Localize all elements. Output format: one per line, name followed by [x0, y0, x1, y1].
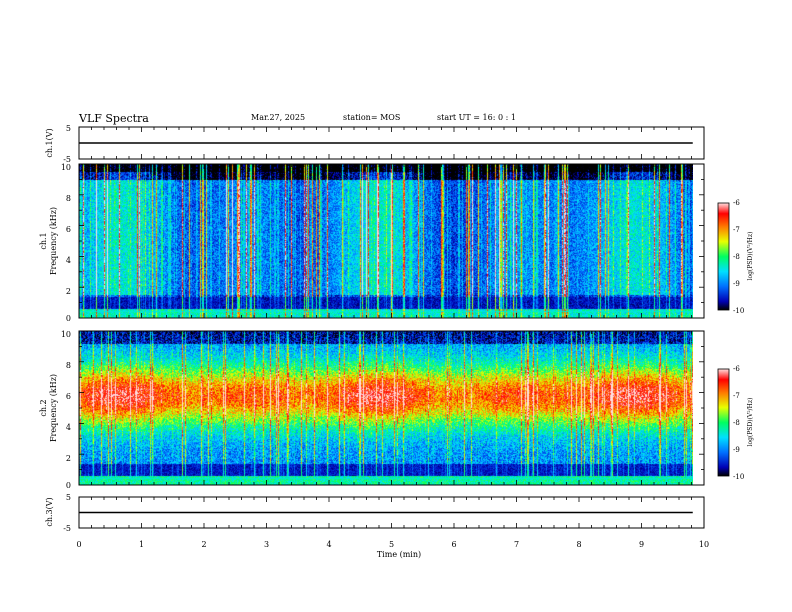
y-tick-label: 8 [66, 194, 71, 203]
x-tick-label: 4 [326, 540, 331, 549]
frequency-axis-label: Frequency (kHz) [49, 374, 58, 442]
x-tick-label: 1 [139, 540, 144, 549]
x-tick-label: 8 [576, 540, 581, 549]
x-tick-label: 3 [264, 540, 269, 549]
x-tick-labels: 0 1 2 3 4 5 6 7 8 9 10 [76, 540, 709, 549]
ch3-ylabel: ch.3(V) [45, 497, 54, 526]
colorbar-tick-label: -10 [733, 473, 744, 481]
colorbar-tick-label: -6 [733, 199, 740, 207]
y-tick-label: 0 [66, 314, 71, 323]
y-tick-label: 10 [61, 330, 71, 339]
y-tick-label: 2 [66, 454, 71, 463]
x-ticks [78, 127, 705, 159]
colorbar-tick-label: -7 [733, 392, 740, 400]
colorbar-tick-label: -9 [733, 446, 740, 454]
x-tick-label: 10 [699, 540, 709, 549]
frequency-axis-label: Frequency (kHz) [49, 207, 58, 275]
ch1-spectrogram-panel: 0 2 4 6 8 10 ch.1 Frequency (kHz) -6 -7 … [39, 163, 754, 323]
colorbar-tick-label: -9 [733, 280, 740, 288]
y-tick-label: 6 [66, 225, 71, 234]
x-ticks [78, 497, 705, 528]
colorbar-tick-label: -7 [733, 226, 740, 234]
x-tick-label: 7 [514, 540, 519, 549]
y-tick-label: 8 [66, 361, 71, 370]
y-tick-label: 0 [66, 481, 71, 490]
ch2-label: ch.2 [39, 399, 48, 416]
y-tick-label: -5 [63, 155, 71, 164]
colorbar-tick-label: -8 [733, 253, 740, 261]
y-tick-label: 4 [66, 423, 71, 432]
colorbar-label: log(PSD)(V²/Hz) [747, 232, 754, 281]
x-tick-label: 0 [76, 540, 81, 549]
start-ut-label: start UT = 16: 0 : 1 [437, 113, 516, 122]
ch1-spectrogram-image [79, 164, 693, 318]
colorbar [717, 368, 730, 477]
ch3-waveform-panel: 5 -5 ch.3(V) 0 1 2 3 4 5 6 7 8 9 10 Time (min) [45, 493, 709, 559]
y-tick-label: 6 [66, 392, 71, 401]
colorbar-tick-label: -10 [733, 307, 744, 315]
x-tick-label: 9 [639, 540, 644, 549]
axis-ticks [78, 163, 705, 319]
colorbar-tick-label: -6 [733, 365, 740, 373]
x-tick-label: 2 [201, 540, 206, 549]
ch2-spectrogram-image [79, 331, 693, 485]
colorbar [717, 202, 730, 311]
y-tick-label: 5 [66, 493, 71, 502]
ch1-waveform-panel: 5 -5 ch.1(V) [45, 124, 705, 164]
chart-title: VLF Spectra [79, 112, 149, 125]
x-axis-label: Time (min) [377, 550, 421, 559]
ch2-spectrogram-panel: 0 2 4 6 8 10 ch.2 Frequency (kHz) -6 -7 … [39, 330, 754, 490]
ch1-label: ch.1 [39, 232, 48, 249]
colorbar-label: log(PSD)(V²/Hz) [747, 398, 754, 447]
y-tick-label: -5 [63, 524, 71, 533]
station-label: station= MOS [343, 113, 401, 122]
x-tick-label: 5 [389, 540, 394, 549]
colorbar-tick-label: -8 [733, 419, 740, 427]
date-label: Mar.27, 2025 [251, 113, 306, 122]
y-tick-label: 5 [66, 124, 71, 133]
y-tick-label: 2 [66, 287, 71, 296]
y-tick-label: 10 [61, 163, 71, 172]
x-tick-label: 6 [451, 540, 456, 549]
y-tick-label: 4 [66, 256, 71, 265]
axis-ticks [78, 330, 705, 486]
ch1-ylabel: ch.1(V) [45, 128, 54, 157]
